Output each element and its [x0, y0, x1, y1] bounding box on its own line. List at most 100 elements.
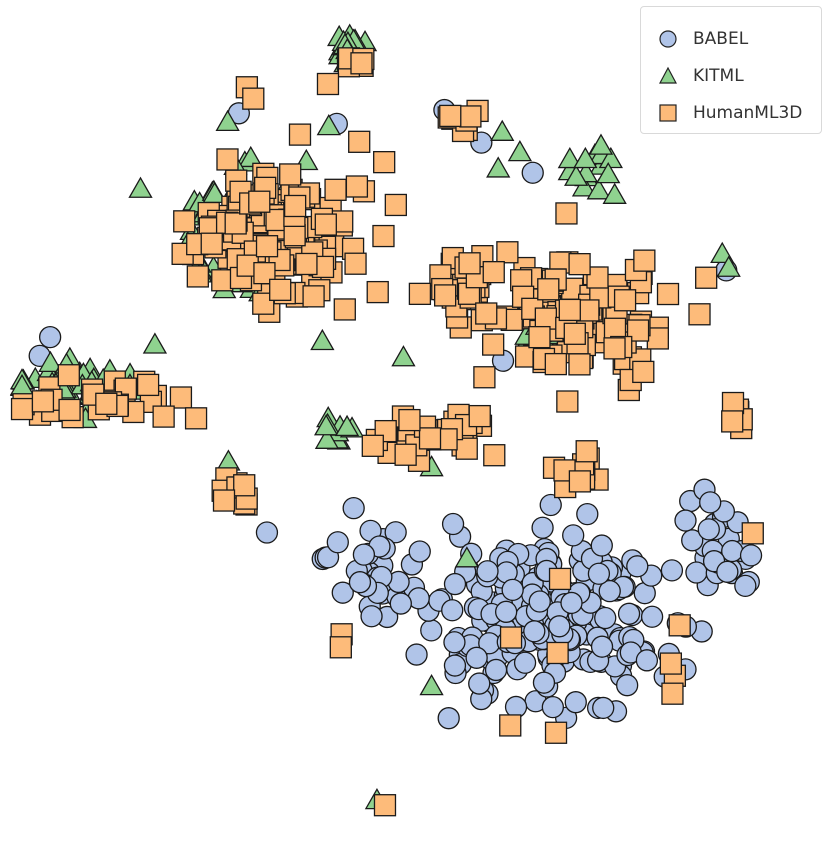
data-point-kitml	[602, 182, 627, 204]
data-point-humanml3d	[283, 194, 307, 218]
data-point-kitml	[588, 133, 614, 155]
data-point-humanml3d	[200, 232, 223, 255]
data-point-humanml3d	[350, 52, 373, 75]
data-point-humanml3d	[302, 285, 325, 308]
data-point-humanml3d	[344, 252, 367, 275]
data-point-kitml	[454, 546, 480, 568]
data-point-humanml3d	[329, 636, 352, 659]
legend-item-babel: BABEL	[657, 27, 748, 51]
data-point-kitml	[314, 427, 340, 449]
data-point-humanml3d	[568, 353, 591, 376]
data-point-humanml3d	[499, 626, 523, 649]
data-point-babel	[255, 521, 279, 544]
data-point-kitml	[334, 414, 360, 437]
data-point-kitml	[564, 164, 589, 186]
data-point-babel	[504, 695, 528, 719]
data-point-humanml3d	[372, 224, 395, 248]
data-point-babel	[437, 707, 460, 730]
data-point-babel	[587, 562, 611, 585]
data-point-babel	[494, 600, 518, 623]
data-point-babel	[531, 516, 554, 539]
data-point-kitml	[310, 328, 335, 351]
data-point-kitml	[128, 176, 153, 198]
data-point-humanml3d	[373, 150, 396, 174]
data-point-humanml3d	[575, 440, 598, 463]
data-point-babel	[501, 578, 524, 602]
legend-label-kitml: KITML	[693, 66, 744, 86]
data-point-babel	[326, 531, 349, 554]
data-point-babel	[465, 646, 488, 669]
data-point-humanml3d	[459, 105, 482, 128]
data-point-kitml	[557, 146, 582, 169]
data-point-babel	[389, 592, 412, 615]
data-point-humanml3d	[361, 434, 384, 457]
data-point-babel	[626, 555, 649, 578]
data-point-babel	[635, 649, 659, 672]
data-point-babel	[468, 672, 491, 695]
data-point-babel	[564, 691, 587, 714]
data-point-babel	[408, 540, 431, 563]
data-point-kitml	[596, 162, 621, 184]
data-point-kitml	[313, 414, 339, 436]
data-point-humanml3d	[269, 278, 292, 301]
data-point-humanml3d	[548, 567, 572, 591]
data-point-babel	[360, 605, 383, 628]
data-point-babel	[617, 602, 641, 625]
data-point-humanml3d	[577, 299, 600, 322]
data-point-babel	[528, 590, 551, 613]
data-point-humanml3d	[398, 408, 421, 432]
square-marker-icon	[659, 104, 677, 122]
data-point-humanml3d	[295, 252, 318, 276]
circle-marker-icon	[659, 30, 677, 48]
data-point-humanml3d	[408, 282, 432, 306]
data-point-babel	[484, 658, 508, 682]
data-point-humanml3d	[659, 652, 683, 675]
data-point-humanml3d	[626, 319, 650, 342]
data-point-humanml3d	[224, 212, 247, 235]
data-point-babel	[739, 544, 763, 567]
data-point-kitml	[391, 345, 416, 367]
data-point-babel	[548, 615, 571, 638]
data-point-babel	[352, 543, 376, 566]
data-point-babel	[699, 491, 722, 514]
data-point-humanml3d	[695, 266, 718, 289]
data-point-kitml	[238, 145, 263, 168]
data-point-humanml3d	[58, 398, 81, 422]
data-point-humanml3d	[537, 278, 560, 301]
data-point-humanml3d	[333, 298, 356, 321]
data-point-babel	[539, 493, 562, 517]
data-point-babel	[38, 326, 62, 349]
data-point-humanml3d	[741, 522, 764, 545]
data-point-babel	[560, 591, 583, 615]
data-point-humanml3d	[458, 252, 481, 275]
data-point-humanml3d	[283, 224, 306, 247]
data-point-humanml3d	[394, 443, 417, 466]
data-point-humanml3d	[482, 261, 505, 284]
data-point-humanml3d	[544, 352, 567, 376]
data-point-babel	[521, 161, 544, 184]
data-point-babel	[443, 631, 466, 654]
data-point-humanml3d	[558, 298, 581, 322]
data-point-humanml3d	[482, 333, 505, 356]
data-point-humanml3d	[279, 163, 302, 186]
data-point-kitml	[486, 156, 511, 178]
data-point-babel	[541, 696, 564, 719]
data-point-humanml3d	[433, 284, 457, 307]
data-point-humanml3d	[212, 489, 236, 512]
data-point-kitml	[142, 332, 168, 354]
data-point-humanml3d	[688, 303, 711, 326]
data-point-humanml3d	[613, 289, 637, 312]
data-point-babel	[616, 674, 639, 697]
data-point-humanml3d	[152, 405, 175, 428]
data-point-babel	[443, 572, 467, 596]
data-marks	[9, 23, 764, 817]
data-point-humanml3d	[324, 178, 347, 201]
data-point-babel	[523, 620, 546, 643]
data-point-babel	[640, 605, 664, 628]
data-point-humanml3d	[242, 87, 265, 110]
data-point-kitml	[216, 449, 241, 471]
data-point-humanml3d	[546, 641, 569, 665]
data-point-humanml3d	[499, 714, 522, 737]
data-point-humanml3d	[468, 404, 491, 428]
